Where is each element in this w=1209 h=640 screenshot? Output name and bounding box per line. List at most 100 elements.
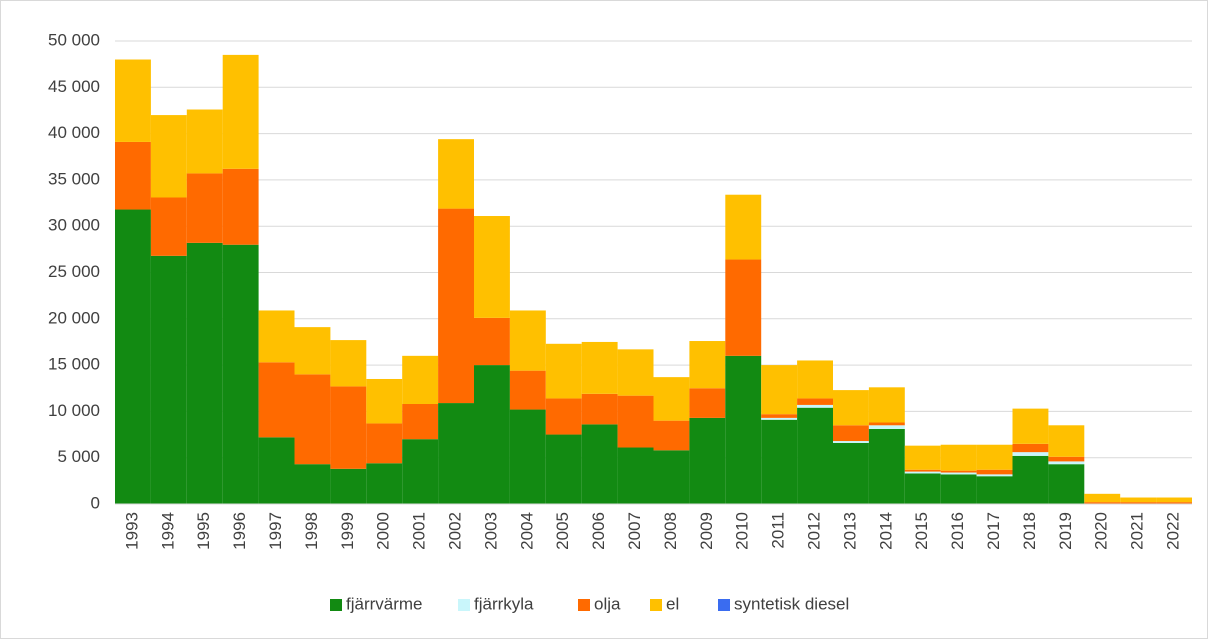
bar-segment <box>366 463 403 504</box>
bar-segment <box>581 424 618 504</box>
legend-swatch <box>458 599 470 611</box>
bar-segment <box>617 395 654 448</box>
legend-swatch <box>718 599 730 611</box>
bar-segment <box>1048 464 1085 504</box>
bar-segment <box>366 378 403 424</box>
legend-label: syntetisk diesel <box>734 594 849 613</box>
y-tick-label: 5 000 <box>57 447 100 466</box>
x-tick-label: 1997 <box>266 512 285 550</box>
legend-swatch <box>578 599 590 611</box>
bar-segment <box>797 398 833 405</box>
bar-segment <box>725 259 762 356</box>
bar-segment <box>976 476 1013 504</box>
bar-segment <box>725 355 762 504</box>
x-tick-label: 2018 <box>1020 512 1039 550</box>
bar-segment <box>222 244 259 504</box>
bar-segment <box>1048 461 1085 465</box>
bar-segment <box>474 317 510 366</box>
bar-segment <box>940 472 977 475</box>
bar-segment <box>904 445 941 470</box>
bar-segment <box>797 404 833 408</box>
x-tick-label: 2014 <box>876 512 895 550</box>
bar-segment <box>833 390 869 426</box>
bar-segment <box>258 310 295 363</box>
x-tick-label: 1993 <box>122 512 141 550</box>
y-tick-label: 40 000 <box>48 123 100 142</box>
bar-segment <box>294 327 331 375</box>
bar-segment <box>294 464 331 504</box>
bar-segment <box>868 425 905 429</box>
bar-segment <box>1012 408 1049 444</box>
bar-segment <box>1120 497 1157 503</box>
bar-segment <box>797 407 833 504</box>
bar-segment <box>545 343 582 399</box>
bar-segment <box>150 197 187 256</box>
bar-segment <box>761 414 798 418</box>
bar-segment <box>330 468 367 504</box>
x-tick-label: 1995 <box>194 512 213 550</box>
bar-segment <box>976 444 1013 470</box>
x-tick-label: 1996 <box>230 512 249 550</box>
bar-segment <box>402 439 439 504</box>
x-tick-label: 2012 <box>805 512 824 550</box>
bar-segment <box>833 441 869 443</box>
bar-segment <box>653 377 690 421</box>
bar-segment <box>653 420 690 451</box>
bar-segment <box>904 471 941 474</box>
bar-segment <box>330 386 367 469</box>
x-tick-label: 2006 <box>589 512 608 550</box>
x-tick-label: 2004 <box>517 512 536 550</box>
bar-segment <box>833 425 869 442</box>
bar-segment <box>1084 493 1121 503</box>
legend-label: olja <box>594 594 621 613</box>
x-tick-label: 2003 <box>481 512 500 550</box>
bar-segment <box>509 409 546 504</box>
bar-segment <box>186 242 223 505</box>
bar-segment <box>150 255 187 504</box>
bar-segment <box>222 168 259 245</box>
y-tick-label: 45 000 <box>48 77 100 96</box>
x-tick-label: 1998 <box>302 512 321 550</box>
bar-segment <box>976 474 1013 477</box>
bar-segment <box>1084 502 1121 504</box>
x-tick-label: 2007 <box>625 512 644 550</box>
bar-segment <box>366 423 403 464</box>
bar-segment <box>581 393 618 425</box>
x-tick-label: 2019 <box>1056 512 1075 550</box>
x-tick-label: 2002 <box>446 512 465 550</box>
x-tick-label: 2008 <box>661 512 680 550</box>
bar-segment <box>1156 497 1192 503</box>
y-tick-label: 0 <box>91 493 100 512</box>
bar-segment <box>1012 452 1049 456</box>
legend-swatch <box>650 599 662 611</box>
bar-segment <box>330 340 367 387</box>
legend-label: fjärrvärme <box>346 594 423 613</box>
bar-segment <box>868 422 905 426</box>
bar-segment <box>868 428 905 504</box>
bar-segment <box>294 374 331 465</box>
bar-segment <box>833 442 869 504</box>
bar-segment <box>761 365 798 415</box>
legend-swatch <box>330 599 342 611</box>
x-tick-label: 2020 <box>1092 512 1111 550</box>
y-tick-label: 20 000 <box>48 308 100 327</box>
y-tick-label: 50 000 <box>48 30 100 49</box>
x-tick-label: 2010 <box>733 512 752 550</box>
bar-segment <box>940 444 977 471</box>
bar-segment <box>1012 443 1049 453</box>
y-tick-label: 15 000 <box>48 355 100 374</box>
bar-segment <box>868 387 905 423</box>
bar-segment <box>1012 455 1049 504</box>
x-tick-label: 2005 <box>553 512 572 550</box>
x-tick-label: 2016 <box>948 512 967 550</box>
x-tick-label: 2022 <box>1164 512 1183 550</box>
x-tick-label: 2001 <box>410 512 429 550</box>
bar-segment <box>689 417 726 504</box>
bar-segment <box>150 115 187 198</box>
bar-segment <box>689 388 726 418</box>
bar-segment <box>545 398 582 435</box>
bar-segment <box>545 434 582 504</box>
y-tick-label: 25 000 <box>48 262 100 281</box>
bar-segment <box>402 403 439 440</box>
x-tick-label: 2021 <box>1128 512 1147 550</box>
